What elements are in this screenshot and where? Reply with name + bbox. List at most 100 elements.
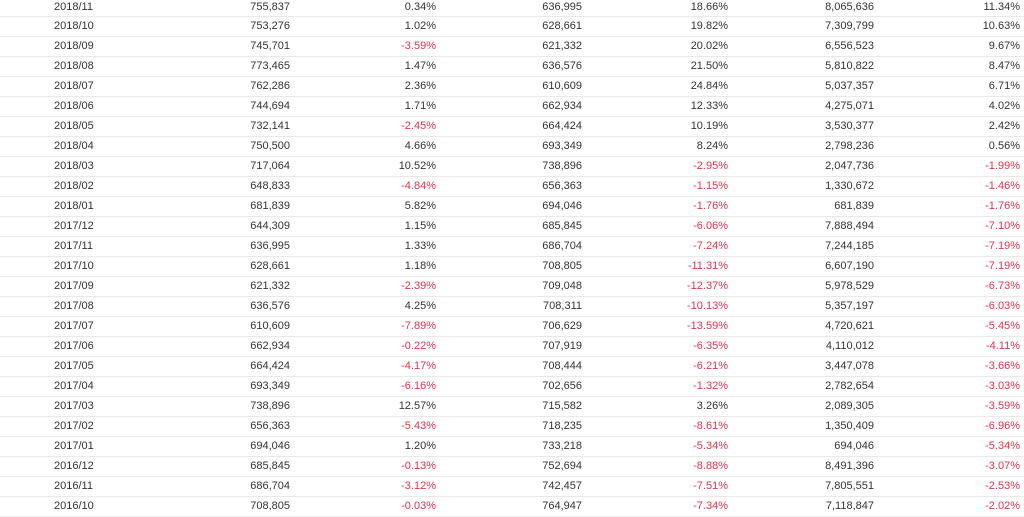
change-b-cell: -12.37% <box>687 280 728 292</box>
cumulative-change-cell: -3.03% <box>985 380 1020 392</box>
table-row: 2017/04 693,349 -6.16% 702,656 -1.32% 2,782,6… <box>0 377 1024 397</box>
change-b-cell: -1.15% <box>693 180 728 192</box>
value-b-cell: 686,704 <box>542 240 582 252</box>
value-b-cell: 742,457 <box>542 480 582 492</box>
value-a-cell: 744,694 <box>250 100 290 112</box>
change-b-cell: 19.82% <box>690 20 728 32</box>
change-a-cell: 2.36% <box>404 80 436 92</box>
cumulative-change-cell: 2.42% <box>988 120 1020 132</box>
value-a-cell: 656,363 <box>250 420 290 432</box>
change-a-cell: -3.12% <box>401 480 436 492</box>
month-cell: 2018/06 <box>54 100 94 112</box>
change-b-cell: 8.24% <box>696 140 728 152</box>
cumulative-change-cell: 4.02% <box>988 100 1020 112</box>
cumulative-cell: 694,046 <box>834 440 874 452</box>
month-cell: 2017/02 <box>54 420 94 432</box>
month-cell: 2016/11 <box>54 480 93 492</box>
value-b-cell: 664,424 <box>542 120 582 132</box>
month-cell: 2017/05 <box>54 360 94 372</box>
cumulative-change-cell: 8.47% <box>988 60 1020 72</box>
change-b-cell: -6.21% <box>693 360 728 372</box>
month-cell: 2017/11 <box>54 240 93 252</box>
cumulative-change-cell: -5.34% <box>985 440 1020 452</box>
change-b-cell: -11.31% <box>687 260 728 272</box>
change-a-cell: -4.84% <box>401 180 436 192</box>
month-cell: 2018/08 <box>54 60 94 72</box>
change-b-cell: -6.06% <box>693 220 728 232</box>
month-cell: 2018/01 <box>54 200 94 212</box>
month-cell: 2017/09 <box>54 280 94 292</box>
change-b-cell: -1.32% <box>693 380 728 392</box>
value-a-cell: 773,465 <box>250 60 290 72</box>
table-row: 2017/08 636,576 4.25% 708,311 -10.13% 5,357,1… <box>0 297 1024 317</box>
cumulative-cell: 2,782,654 <box>825 380 874 392</box>
cumulative-cell: 5,357,197 <box>825 300 874 312</box>
change-a-cell: -2.45% <box>401 120 436 132</box>
table-row: 2017/07 610,609 -7.89% 706,629 -13.59% 4,720,… <box>0 317 1024 337</box>
change-a-cell: -5.43% <box>401 420 436 432</box>
change-a-cell: 12.57% <box>398 400 436 412</box>
value-a-cell: 738,896 <box>250 400 290 412</box>
value-b-cell: 707,919 <box>542 340 582 352</box>
value-b-cell: 656,363 <box>542 180 582 192</box>
change-b-cell: 21.50% <box>690 60 728 72</box>
month-cell: 2017/12 <box>54 220 94 232</box>
cumulative-cell: 1,350,409 <box>825 420 874 432</box>
month-cell: 2018/04 <box>54 140 94 152</box>
change-a-cell: 4.66% <box>404 140 436 152</box>
cumulative-change-cell: 6.71% <box>988 80 1020 92</box>
table-row: 2018/08 773,465 1.47% 636,576 21.50% 5,810,82… <box>0 57 1024 77</box>
value-a-cell: 610,609 <box>250 320 290 332</box>
change-b-cell: 24.84% <box>690 80 728 92</box>
cumulative-cell: 7,244,185 <box>825 240 874 252</box>
change-a-cell: 1.33% <box>404 240 436 252</box>
month-cell: 2016/12 <box>54 460 94 472</box>
value-b-cell: 694,046 <box>542 200 582 212</box>
value-b-cell: 715,582 <box>542 400 582 412</box>
value-a-cell: 621,332 <box>250 280 290 292</box>
cumulative-change-cell: -3.59% <box>985 400 1020 412</box>
change-b-cell: -6.35% <box>693 340 728 352</box>
table-row: 2017/10 628,661 1.18% 708,805 -11.31% 6,607,1… <box>0 257 1024 277</box>
month-cell: 2018/07 <box>54 80 94 92</box>
cumulative-cell: 5,810,822 <box>825 60 874 72</box>
cumulative-cell: 7,118,847 <box>825 500 874 512</box>
value-a-cell: 636,995 <box>250 240 290 252</box>
cumulative-change-cell: 9.67% <box>988 40 1020 52</box>
change-a-cell: -6.16% <box>401 380 436 392</box>
change-b-cell: 3.26% <box>696 400 728 412</box>
value-a-cell: 685,845 <box>250 460 290 472</box>
month-cell: 2017/01 <box>54 440 94 452</box>
month-cell: 2018/11 <box>54 1 93 13</box>
value-b-cell: 718,235 <box>542 420 582 432</box>
value-a-cell: 662,934 <box>250 340 290 352</box>
cumulative-cell: 7,805,551 <box>825 480 874 492</box>
cumulative-cell: 3,530,377 <box>825 120 874 132</box>
month-cell: 2017/03 <box>54 400 94 412</box>
cumulative-change-cell: -1.46% <box>985 180 1020 192</box>
cumulative-cell: 681,839 <box>834 200 874 212</box>
cumulative-cell: 2,089,305 <box>825 400 874 412</box>
table-row: 2018/05 732,141 -2.45% 664,424 10.19% 3,530,3… <box>0 117 1024 137</box>
value-a-cell: 628,661 <box>250 260 290 272</box>
value-a-cell: 681,839 <box>250 200 290 212</box>
month-cell: 2018/02 <box>54 180 94 192</box>
value-b-cell: 636,576 <box>542 60 582 72</box>
table-row: 2017/12 644,309 1.15% 685,845 -6.06% 7,888,49… <box>0 217 1024 237</box>
value-a-cell: 745,701 <box>250 40 290 52</box>
change-b-cell: -7.51% <box>693 480 728 492</box>
cumulative-change-cell: -2.53% <box>985 480 1020 492</box>
value-a-cell: 708,805 <box>250 500 290 512</box>
value-b-cell: 628,661 <box>542 20 582 32</box>
value-b-cell: 738,896 <box>542 160 582 172</box>
value-b-cell: 706,629 <box>542 320 582 332</box>
table-row: 2017/11 636,995 1.33% 686,704 -7.24% 7,244,18… <box>0 237 1024 257</box>
value-b-cell: 636,995 <box>542 1 582 13</box>
table-row: 2018/10 753,276 1.02% 628,661 19.82% 7,309,79… <box>0 17 1024 37</box>
value-a-cell: 644,309 <box>250 220 290 232</box>
cumulative-cell: 5,037,357 <box>825 80 874 92</box>
value-b-cell: 709,048 <box>542 280 582 292</box>
change-b-cell: -13.59% <box>687 320 728 332</box>
change-a-cell: -0.13% <box>401 460 436 472</box>
table-row: 2018/07 762,286 2.36% 610,609 24.84% 5,037,35… <box>0 77 1024 97</box>
